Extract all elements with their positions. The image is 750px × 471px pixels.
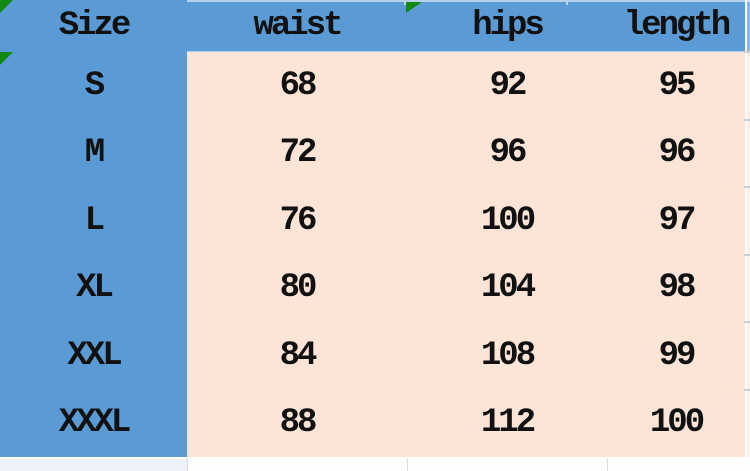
row-label-xxl: XXL [0,322,187,390]
header-length: length [607,0,745,52]
cell-s-waist: 68 [187,52,407,120]
cell-m-hips: 96 [407,119,607,187]
header-edge-sliver [745,0,750,52]
cell-l-waist: 76 [187,187,407,255]
cell-s-length: 95 [607,52,745,120]
gridline-tick [744,254,750,256]
top-gridline-tick [566,0,568,5]
gridline-tick [744,389,750,391]
cell-xxxl-hips: 112 [407,389,607,457]
cell-l-length: 97 [607,187,745,255]
cell-m-length: 96 [607,119,745,187]
header-waist: waist [187,0,407,52]
bottom-partial-row-c [407,457,607,471]
cell-xxxl-waist: 88 [187,389,407,457]
gridline-tick [744,51,750,53]
row-edge-sliver [745,119,750,187]
cell-xxl-hips: 108 [407,322,607,390]
header-bottom-gridline [187,51,750,52]
cell-s-hips: 92 [407,52,607,120]
cell-m-waist: 72 [187,119,407,187]
cell-xxxl-length: 100 [607,389,745,457]
row-label-s: S [0,52,187,120]
bottom-partial-row-b [187,457,407,471]
cell-xxl-length: 99 [607,322,745,390]
cell-l-hips: 100 [407,187,607,255]
row-edge-sliver [745,389,750,457]
header-hips: hips [407,0,607,52]
cell-xxl-waist: 84 [187,322,407,390]
row-label-xl: XL [0,254,187,322]
cell-error-indicator-icon [406,2,422,13]
header-size: Size [0,0,187,52]
row-edge-sliver [745,52,750,120]
row-label-l: L [0,187,187,255]
cell-xl-hips: 104 [407,254,607,322]
row-edge-sliver [745,322,750,390]
cell-xl-waist: 80 [187,254,407,322]
row-label-xxxl: XXXL [0,389,187,457]
row-edge-sliver [745,187,750,255]
bottom-edge-sliver [745,457,750,471]
bottom-partial-row-a [0,457,187,471]
top-gridline-tick [404,0,406,5]
gridline-tick [744,321,750,323]
row-label-m: M [0,119,187,187]
top-gridline [187,0,750,2]
row-edge-sliver [745,254,750,322]
gridline-tick [744,186,750,188]
gridline-tick [744,119,750,121]
cell-xl-length: 98 [607,254,745,322]
bottom-partial-row-d [607,457,745,471]
